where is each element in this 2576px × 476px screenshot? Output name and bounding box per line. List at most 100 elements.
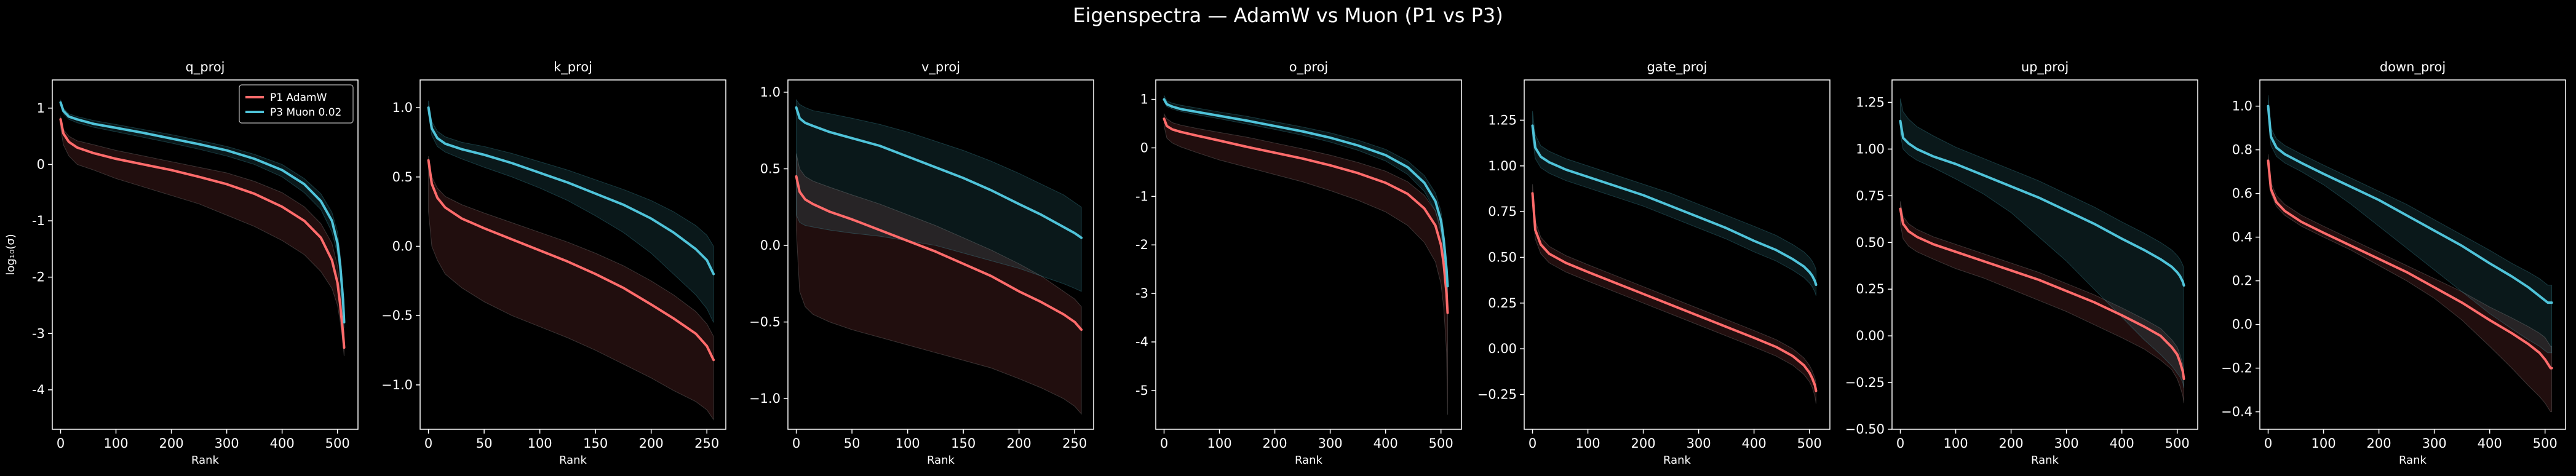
x-axis-label: Rank <box>2399 454 2427 467</box>
series-line-adamw <box>1899 207 2185 380</box>
panel-title: down_proj <box>2380 60 2446 75</box>
panel-up-proj: up_proj 0 100 200 300 400 500 −0.50 −0.25 0.00 0.2… <box>1845 60 2198 467</box>
x-tick-label: 100 <box>1575 436 1600 451</box>
y-tick-label: 1.0 <box>392 100 413 115</box>
x-tick-label: 100 <box>103 436 128 451</box>
y-tick-label: 0.5 <box>760 161 781 176</box>
x-tick-label: 0 <box>2264 436 2272 451</box>
series-line-muon <box>427 106 715 276</box>
panel-o-proj: o_proj 0 100 200 300 400 500 -5 -4 -3 -2 -1 0 1 Rank <box>1135 60 1462 467</box>
x-tick-label: 300 <box>2422 436 2447 451</box>
x-axis-label: Rank <box>2031 454 2059 467</box>
y-tick-label: -4 <box>32 383 45 397</box>
x-tick-label: 200 <box>1007 436 1032 451</box>
series-line-muon <box>2267 105 2553 304</box>
plot-area <box>1163 95 1449 415</box>
x-tick-label: 300 <box>1687 436 1711 451</box>
panel-title: o_proj <box>1289 60 1329 75</box>
x-tick-label: 500 <box>1797 436 1822 451</box>
x-tick-label: 200 <box>639 436 664 451</box>
x-tick-label: 100 <box>528 436 552 451</box>
y-tick-label: −0.4 <box>2221 405 2252 419</box>
y-tick-label: 1 <box>1140 92 1148 107</box>
x-axis-label: Rank <box>1295 454 1323 467</box>
y-tick-label: 0.8 <box>2232 143 2252 157</box>
x-tick-label: 50 <box>476 436 493 451</box>
series-line-muon <box>1899 119 2185 287</box>
x-axis-label: Rank <box>191 454 220 467</box>
y-tick-label: 1.00 <box>1488 159 1517 173</box>
x-tick-label: 400 <box>2478 436 2502 451</box>
band-muon <box>796 98 1082 292</box>
y-tick-label: −0.25 <box>1477 387 1517 402</box>
y-tick-label: 0.0 <box>392 239 413 253</box>
band-adamw <box>2268 154 2552 413</box>
x-tick-label: 300 <box>2054 436 2079 451</box>
y-tick-label: -4 <box>1135 335 1148 349</box>
plot-area <box>427 100 715 421</box>
plot-frame <box>419 79 726 430</box>
x-tick-label: 100 <box>1943 436 1968 451</box>
series-line-adamw <box>427 159 715 362</box>
figure-title: Eigenspectra — AdamW vs Muon (P1 vs P3) <box>1073 4 1503 27</box>
y-tick-label: -2 <box>1135 237 1148 252</box>
x-tick-label: 300 <box>215 436 239 451</box>
plot-area <box>59 99 346 356</box>
legend-entry: P3 Muon 0.02 <box>270 106 341 119</box>
series-line-muon <box>59 101 346 323</box>
x-tick-label: 300 <box>1318 436 1343 451</box>
y-tick-label: 0.6 <box>2232 186 2252 201</box>
panel-title: v_proj <box>921 60 960 75</box>
x-tick-label: 100 <box>896 436 920 451</box>
panel-title: k_proj <box>554 60 592 75</box>
x-tick-label: 0 <box>1896 436 1904 451</box>
plot-area <box>1531 111 1818 404</box>
x-tick-label: 0 <box>1160 436 1168 451</box>
y-tick-label: 0.0 <box>760 238 781 253</box>
band-adamw <box>1164 113 1448 415</box>
x-tick-label: 200 <box>2367 436 2391 451</box>
y-tick-label: −0.5 <box>749 315 781 330</box>
plot-area <box>1899 98 2185 403</box>
legend: P1 AdamW P3 Muon 0.02 <box>239 84 354 124</box>
y-tick-label: 0.25 <box>1856 282 1885 296</box>
x-tick-label: 0 <box>1529 436 1536 451</box>
series-line-adamw <box>795 175 1083 331</box>
y-tick-label: 0 <box>1140 140 1148 155</box>
plot-frame <box>52 79 359 430</box>
band-adamw <box>796 153 1082 415</box>
band-adamw <box>1900 201 2184 403</box>
x-axis-label: Rank <box>927 454 955 467</box>
legend-box <box>239 84 354 124</box>
y-tick-label: −0.5 <box>381 308 413 323</box>
x-tick-label: 150 <box>951 436 976 451</box>
x-tick-label: 500 <box>2533 436 2558 451</box>
series-line-muon <box>1531 124 1818 287</box>
panel-k-proj: k_proj 0 50 100 150 200 250 −1.0 −0.5 0.0 0.5 1.0 Ra… <box>381 60 726 467</box>
panel-gate-proj: gate_proj 0 100 200 300 400 500 −0.25 0.00 0.25 0.… <box>1477 60 1831 467</box>
y-tick-label: 1.25 <box>1488 113 1517 127</box>
y-tick-label: 1.0 <box>2232 99 2252 114</box>
x-tick-label: 150 <box>583 436 608 451</box>
y-tick-label: 0.25 <box>1488 296 1517 311</box>
y-tick-label: −0.2 <box>2221 361 2252 376</box>
y-tick-label: −1.0 <box>381 378 413 392</box>
band-adamw <box>428 156 714 421</box>
x-tick-label: 0 <box>792 436 800 451</box>
y-tick-label: -1 <box>1135 189 1148 204</box>
series-line-adamw <box>1531 192 1818 392</box>
legend-entry: P1 AdamW <box>270 92 327 104</box>
panel-title: up_proj <box>2021 60 2069 75</box>
y-tick-label: −0.50 <box>1845 422 1885 437</box>
y-tick-label: 1.25 <box>1856 95 1885 109</box>
band-muon <box>2268 95 2552 354</box>
y-tick-label: 1 <box>37 101 45 116</box>
y-tick-label: −0.25 <box>1845 375 1885 390</box>
y-axis-label: log₁₀(σ) <box>4 234 17 275</box>
y-tick-label: -1 <box>32 213 45 228</box>
series-line-adamw <box>1163 117 1449 314</box>
x-axis-label: Rank <box>559 454 587 467</box>
x-tick-label: 400 <box>270 436 295 451</box>
band-adamw <box>60 116 344 356</box>
